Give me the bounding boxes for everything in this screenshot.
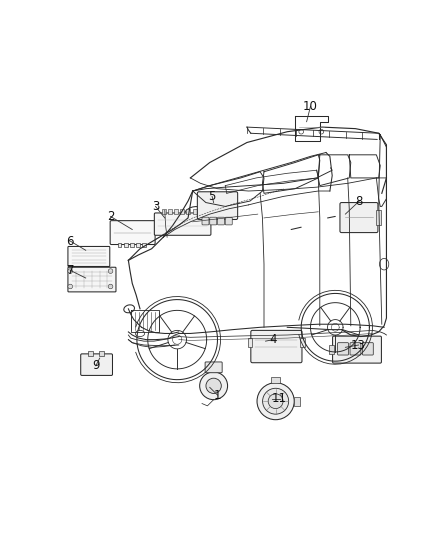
FancyBboxPatch shape	[218, 217, 224, 225]
Text: 9: 9	[92, 359, 99, 372]
Circle shape	[68, 269, 73, 273]
Bar	[124, 244, 127, 247]
Bar	[329, 345, 334, 354]
Text: 13: 13	[351, 338, 366, 351]
Text: 5: 5	[208, 190, 216, 203]
FancyBboxPatch shape	[205, 362, 222, 373]
Bar	[117, 244, 121, 247]
FancyBboxPatch shape	[68, 267, 116, 292]
Text: 11: 11	[272, 392, 287, 406]
FancyBboxPatch shape	[110, 221, 155, 245]
FancyBboxPatch shape	[210, 217, 217, 225]
Circle shape	[200, 372, 228, 400]
Text: 8: 8	[356, 195, 363, 207]
FancyBboxPatch shape	[198, 192, 238, 220]
Circle shape	[263, 388, 289, 414]
Circle shape	[206, 378, 221, 393]
Bar	[187, 209, 191, 214]
Circle shape	[257, 383, 294, 419]
Bar	[180, 209, 184, 214]
FancyBboxPatch shape	[350, 343, 361, 355]
Bar	[136, 244, 140, 247]
Bar	[205, 209, 209, 214]
Bar	[199, 209, 203, 214]
Text: 3: 3	[152, 200, 159, 213]
Bar	[99, 351, 103, 356]
Text: 7: 7	[67, 264, 74, 277]
Circle shape	[268, 394, 283, 409]
Text: 6: 6	[67, 235, 74, 247]
Bar	[88, 351, 93, 356]
FancyBboxPatch shape	[68, 246, 110, 266]
FancyBboxPatch shape	[225, 217, 232, 225]
Bar	[142, 244, 146, 247]
Bar	[174, 209, 178, 214]
Text: 1: 1	[214, 389, 221, 401]
Bar	[294, 397, 300, 406]
FancyBboxPatch shape	[202, 217, 209, 225]
FancyBboxPatch shape	[332, 336, 381, 363]
Circle shape	[68, 284, 73, 289]
Bar	[376, 210, 381, 225]
Bar	[193, 209, 197, 214]
Text: 4: 4	[269, 333, 277, 346]
Bar	[162, 209, 166, 214]
FancyBboxPatch shape	[340, 203, 378, 232]
Text: 10: 10	[303, 100, 318, 113]
FancyBboxPatch shape	[251, 330, 302, 363]
FancyBboxPatch shape	[81, 354, 113, 375]
Bar	[300, 338, 305, 348]
Text: 2: 2	[107, 210, 114, 223]
Circle shape	[108, 269, 113, 273]
Circle shape	[108, 284, 113, 289]
Bar	[271, 377, 280, 383]
Bar	[168, 209, 172, 214]
Bar	[130, 244, 134, 247]
FancyBboxPatch shape	[154, 213, 211, 235]
FancyBboxPatch shape	[338, 343, 349, 355]
FancyBboxPatch shape	[362, 343, 373, 355]
Bar	[248, 338, 252, 348]
